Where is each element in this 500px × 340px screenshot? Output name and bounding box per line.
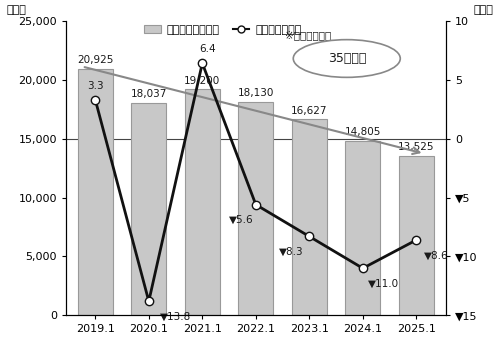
Text: 13,525: 13,525 — [398, 142, 434, 152]
Text: 14,805: 14,805 — [344, 128, 381, 137]
Text: 20,925: 20,925 — [77, 55, 114, 65]
Text: （戸）: （戸） — [6, 5, 26, 15]
Text: 16,627: 16,627 — [291, 106, 328, 116]
Bar — [399, 156, 434, 316]
Bar — [346, 141, 380, 316]
Text: ▼5.6: ▼5.6 — [228, 215, 253, 225]
Bar — [292, 119, 326, 316]
Text: 18,037: 18,037 — [130, 89, 167, 99]
Text: 6.4: 6.4 — [200, 44, 216, 54]
Text: ▼8.6: ▼8.6 — [424, 250, 449, 260]
Bar — [185, 89, 220, 316]
Text: ▼11.0: ▼11.0 — [368, 278, 400, 289]
Text: 19,200: 19,200 — [184, 75, 220, 86]
Text: ▼8.3: ▼8.3 — [280, 247, 304, 257]
Text: 18,130: 18,130 — [238, 88, 274, 98]
Bar — [132, 103, 166, 316]
Bar — [238, 102, 273, 316]
Text: ※住宅着工統計: ※住宅着工統計 — [285, 30, 332, 40]
Legend: 持家着工（左軸）, 前年比（右軸）: 持家着工（左軸）, 前年比（右軸） — [140, 20, 306, 39]
Text: ▼13.8: ▼13.8 — [160, 311, 191, 322]
Bar — [78, 69, 112, 316]
Text: 35％減少: 35％減少 — [328, 52, 366, 65]
Text: （％）: （％） — [474, 5, 494, 15]
Text: 3.3: 3.3 — [87, 81, 104, 90]
